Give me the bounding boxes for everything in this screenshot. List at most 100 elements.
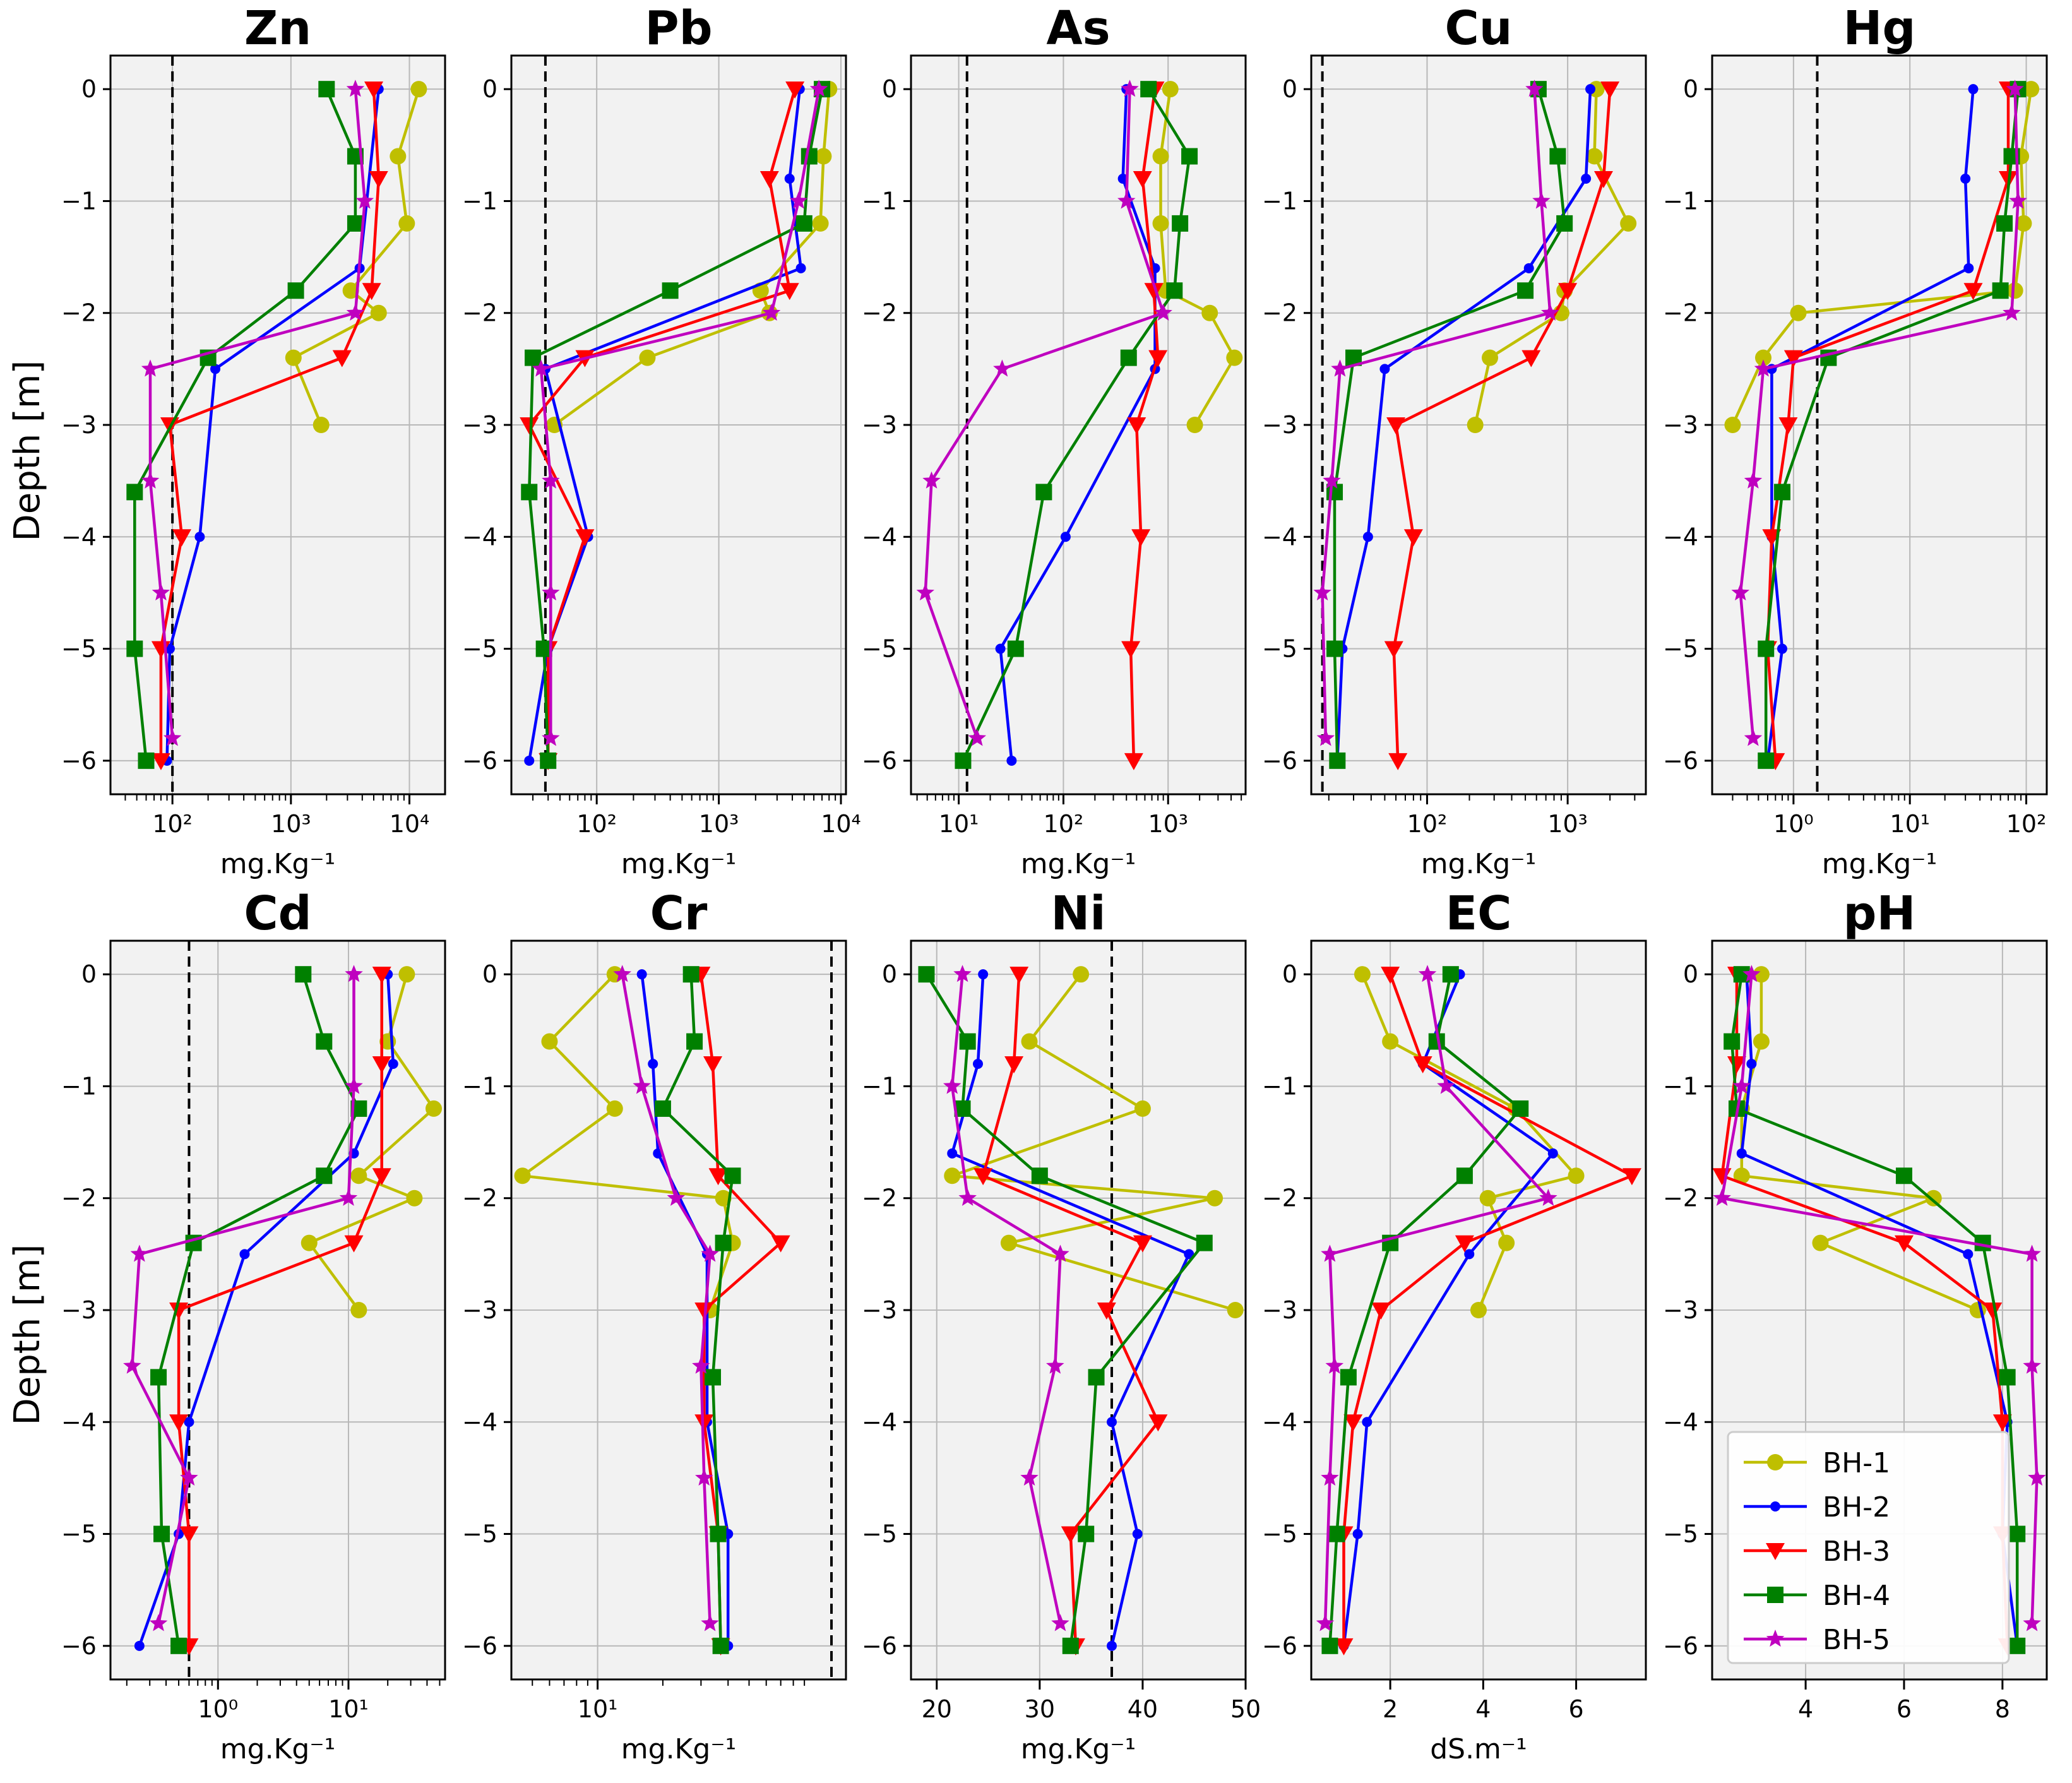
data-point: [1498, 1234, 1515, 1251]
data-point: [372, 1056, 391, 1073]
data-point: [1020, 1468, 1039, 1486]
y-tick-label: −3: [1262, 411, 1297, 439]
data-point: [345, 965, 363, 982]
y-tick-label: −6: [462, 747, 497, 775]
data-point: [1388, 753, 1408, 770]
data-point: [514, 1167, 531, 1184]
panel-zn: 0 −1 −2 −3 −4 −5 −6 10² 10³ 10⁴ Zn mg.Kg⁻¹: [61, 1, 446, 880]
data-point: [1744, 729, 1763, 746]
data-point: [1021, 1033, 1038, 1050]
data-point: [1352, 1529, 1363, 1539]
data-point: [1620, 215, 1637, 232]
x-tick-label: 10²: [576, 810, 617, 838]
y-tick-label: −1: [1663, 1072, 1698, 1100]
series-line: [700, 974, 782, 1646]
y-tick-label: −2: [862, 1184, 897, 1212]
x-tick-label: 6: [1896, 1695, 1912, 1723]
data-point: [1379, 364, 1390, 374]
y-tick-label: 0: [482, 75, 497, 103]
x-tick-label: 10⁴: [390, 810, 430, 838]
data-point: [1340, 1369, 1357, 1386]
data-point: [313, 417, 330, 433]
series-bh-5: [916, 80, 1172, 746]
data-point: [1732, 1076, 1751, 1094]
y-tick-label: −5: [1262, 1520, 1297, 1548]
data-point: [149, 1614, 168, 1631]
data-point: [542, 729, 560, 746]
data-point: [1328, 1525, 1345, 1542]
data-point: [520, 417, 539, 434]
data-point: [316, 1033, 333, 1050]
legend-item-bh-4: BH-4: [1744, 1580, 1890, 1612]
series-bh-5: [1313, 80, 1559, 746]
data-point: [1144, 283, 1164, 301]
data-point: [1117, 191, 1136, 209]
data-point: [542, 583, 560, 600]
data-point: [943, 1076, 962, 1094]
data-point: [1558, 283, 1578, 301]
data-point: [1007, 640, 1024, 657]
y-tick-label: −6: [862, 1632, 897, 1660]
y-tick-label: −2: [1663, 299, 1698, 327]
data-point: [369, 171, 388, 188]
data-point: [210, 364, 221, 374]
data-point: [762, 303, 781, 321]
x-tick-label: 10⁰: [198, 1695, 238, 1723]
y-tick-label: −3: [61, 411, 97, 439]
data-point: [636, 969, 647, 980]
y-tick-label: −2: [61, 299, 97, 327]
data-point: [1132, 1529, 1143, 1539]
data-point: [1586, 148, 1603, 165]
data-point: [1131, 529, 1151, 547]
y-tick-label: −2: [462, 1184, 497, 1212]
x-tick-label: 10¹: [1890, 810, 1930, 838]
data-point: [1521, 350, 1541, 367]
data-point: [1568, 1167, 1585, 1184]
data-point: [712, 1637, 729, 1654]
legend-label: BH-3: [1823, 1536, 1890, 1568]
data-point: [410, 81, 427, 98]
data-point: [973, 1059, 983, 1069]
x-tick-label: 10²: [1407, 810, 1448, 838]
x-tick-label: 10³: [271, 810, 311, 838]
data-point: [1556, 215, 1573, 232]
y-tick-label: −5: [462, 635, 497, 663]
y-tick-label: −4: [1663, 523, 1698, 551]
series-bh-1: [301, 966, 442, 1318]
x-tick-label: 40: [1128, 1695, 1158, 1723]
y-axis-label-top: Depth [m]: [7, 361, 48, 542]
y-tick-label: −5: [462, 1520, 497, 1548]
panel-title: Ni: [1051, 886, 1105, 941]
series-line: [1730, 974, 2019, 1646]
series-line: [1392, 89, 1612, 761]
x-tick-label: 10²: [1044, 810, 1084, 838]
data-point: [388, 1059, 398, 1069]
data-point: [1133, 171, 1152, 188]
data-point: [1512, 1100, 1529, 1117]
data-point: [169, 1303, 189, 1320]
x-tick-label: 4: [1798, 1695, 1813, 1723]
y-tick-label: −6: [862, 747, 897, 775]
data-point: [525, 349, 542, 366]
data-point: [686, 1033, 703, 1050]
data-point: [575, 529, 595, 547]
y-tick-label: −3: [1663, 1296, 1698, 1324]
data-point: [123, 1356, 141, 1374]
data-point: [151, 753, 170, 770]
data-point: [701, 1614, 719, 1631]
data-point: [1622, 1168, 1641, 1186]
panel-title: As: [1046, 1, 1110, 56]
data-point: [2009, 1637, 2026, 1654]
y-tick-label: −6: [462, 1632, 497, 1660]
data-point: [1354, 966, 1371, 983]
x-tick-label: 2: [1383, 1695, 1398, 1723]
data-point: [398, 966, 415, 983]
data-point: [1541, 303, 1559, 321]
x-axis-label: mg.Kg⁻¹: [1021, 848, 1136, 880]
panel-cr: 0 −1 −2 −3 −4 −5 −6 10¹ Cr mg.Kg⁻¹: [462, 886, 847, 1765]
data-point: [541, 1033, 558, 1050]
data-point: [1547, 1148, 1558, 1159]
data-point: [301, 1234, 318, 1251]
series-bh-1: [1152, 81, 1243, 433]
y-tick-label: −6: [1262, 747, 1297, 775]
